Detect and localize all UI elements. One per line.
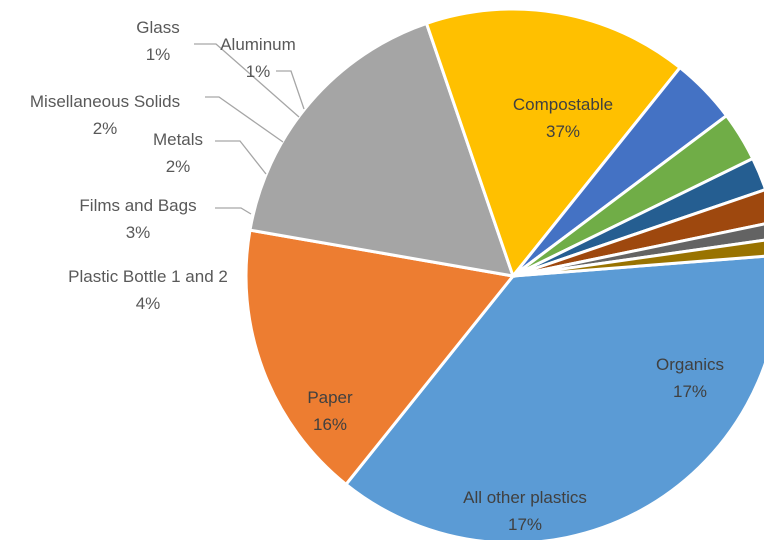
slice-misellaneous-solids <box>512 188 764 278</box>
slice-percent-label: 17% <box>673 382 707 401</box>
slice-category-label: Compostable <box>513 95 613 114</box>
slice-compostable <box>343 254 764 540</box>
slice-percent-label: 37% <box>546 122 580 141</box>
slice-percent-label: 2% <box>166 157 191 176</box>
leader-line-metals <box>215 140 267 175</box>
slice-label-plastic-bottle-1-and-2: Plastic Bottle 1 and 2 4% <box>68 267 228 313</box>
slice-category-label: Metals <box>153 130 203 149</box>
slice-label-metals: Metals 2% <box>153 130 203 176</box>
slice-percent-label: 16% <box>313 415 347 434</box>
slice-label-all-other-plastics: All other plastics 17% <box>463 488 587 534</box>
slice-category-label: All other plastics <box>463 488 587 507</box>
slice-category-label: Organics <box>656 355 724 374</box>
slice-percent-label: 1% <box>146 45 171 64</box>
slice-percent-label: 2% <box>93 119 118 138</box>
pie-slices <box>244 7 764 540</box>
slice-label-compostable: Compostable 37% <box>513 95 613 141</box>
slice-label-glass: Glass 1% <box>136 18 179 64</box>
slice-label-organics: Organics 17% <box>656 355 724 401</box>
slice-category-label: Paper <box>307 388 353 407</box>
slice-paper <box>424 7 683 280</box>
slice-label-paper: Paper 16% <box>307 388 353 434</box>
leader-line-glass <box>194 43 300 118</box>
slice-label-aluminum: Aluminum 1% <box>220 35 296 81</box>
leader-line-misellaneous-solids <box>205 96 284 143</box>
slice-label-misellaneous-solids: Misellaneous Solids 2% <box>30 92 180 138</box>
slice-category-label: Misellaneous Solids <box>30 92 180 111</box>
slice-category-label: Films and Bags <box>79 196 196 215</box>
leader-line-films-and-bags <box>215 207 252 215</box>
slice-aluminum <box>512 238 764 278</box>
leader-line-aluminum <box>276 70 305 110</box>
slice-labels: Compostable 37%Organics 17%All other plast… <box>30 18 724 534</box>
slice-organics <box>244 228 516 487</box>
slice-category-label: Plastic Bottle 1 and 2 <box>68 267 228 286</box>
slice-percent-label: 17% <box>508 515 542 534</box>
slice-category-label: Glass <box>136 18 179 37</box>
slice-label-films-and-bags: Films and Bags 3% <box>79 196 196 242</box>
slice-percent-label: 1% <box>246 62 271 81</box>
slice-glass <box>512 222 764 278</box>
leader-lines <box>194 43 305 215</box>
slice-category-label: Aluminum <box>220 35 296 54</box>
slice-metals <box>512 156 764 278</box>
slice-percent-label: 4% <box>136 294 161 313</box>
slice-percent-label: 3% <box>126 223 151 242</box>
